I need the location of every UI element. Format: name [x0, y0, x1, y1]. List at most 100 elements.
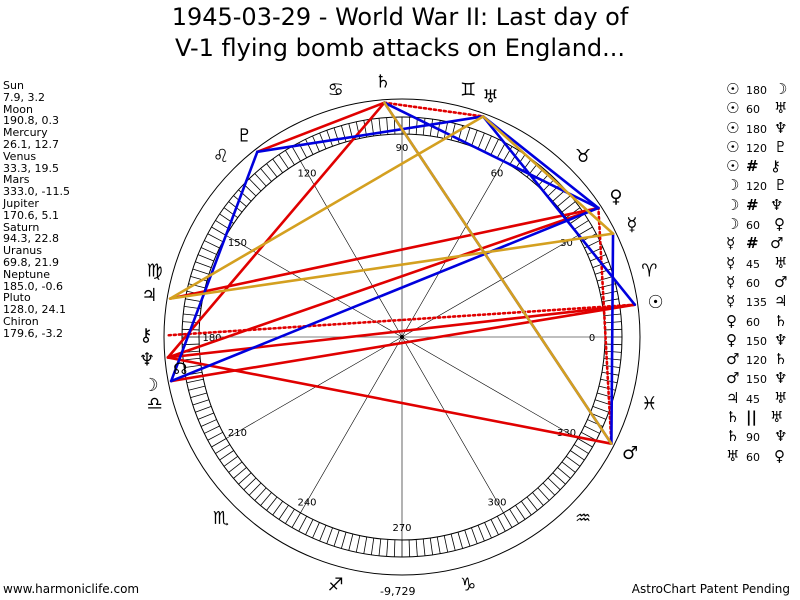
- aspect-body-b-glyph: ♇: [774, 176, 788, 195]
- degree-label: 150: [228, 238, 247, 249]
- degree-tick: [319, 525, 327, 542]
- position-coords: 185.0, -0.6: [3, 279, 63, 293]
- aspect-body-a-glyph: ♄: [726, 408, 740, 427]
- aspect-body-a-glyph: ☿: [726, 234, 736, 253]
- aspect-line: [169, 150, 259, 383]
- degree-tick: [547, 183, 561, 197]
- degree-tick: [520, 500, 532, 516]
- zodiac-sign-glyph: ♑: [460, 574, 476, 595]
- zodiac-sign-glyph: ♊: [460, 80, 476, 101]
- aspect-body-b-glyph: ♂: [770, 234, 784, 253]
- degree-tick: [238, 472, 252, 485]
- degree-tick: [184, 364, 202, 369]
- degree-tick: [254, 173, 267, 187]
- degree-tick: [272, 500, 284, 516]
- planet-glyph: ♅: [482, 87, 498, 108]
- division-spoke: [300, 161, 403, 338]
- degree-tick: [573, 444, 589, 454]
- aspect-body-a-glyph: ♄: [726, 427, 740, 446]
- degree-tick: [291, 512, 301, 528]
- degree-tick: [484, 135, 492, 152]
- chart-title: 1945-03-29 - World War II: Last day of V…: [0, 2, 800, 64]
- aspect-row: ♂ 120 ♄: [726, 350, 794, 369]
- division-spoke: [226, 336, 403, 439]
- degree-label: 210: [228, 428, 247, 439]
- aspect-angle: 60: [746, 276, 760, 290]
- aspect-body-b-glyph: ♄: [774, 311, 788, 330]
- aspect-body-b-glyph: ♆: [774, 369, 788, 388]
- degree-tick: [355, 535, 361, 553]
- aspect-body-a-glyph: ♀: [726, 330, 737, 349]
- degree-tick: [254, 487, 267, 501]
- degree-label: 120: [297, 168, 316, 179]
- degree-tick: [561, 201, 576, 213]
- aspect-row: ☉ 120 ♇: [726, 138, 794, 157]
- aspect-angle: 120: [746, 141, 767, 155]
- degree-tick: [565, 455, 581, 467]
- planet-glyph: ♇: [236, 125, 252, 146]
- degree-tick: [207, 233, 223, 243]
- aspect-row: ☿ # ♂: [726, 234, 794, 253]
- position-coords: 179.6, -3.2: [3, 326, 63, 340]
- position-name: Jupiter: [3, 196, 39, 210]
- aspect-body-b-glyph: ♄: [774, 350, 788, 369]
- outer-ring: [163, 98, 641, 576]
- aspect-body-b-glyph: ☽: [774, 80, 788, 98]
- degree-tick: [378, 538, 382, 556]
- aspect-angle: 45: [746, 257, 760, 271]
- degree-tick: [298, 516, 308, 532]
- aspect-row: ♀ 60 ♄: [726, 312, 794, 331]
- position-coords: 94.3, 22.8: [3, 232, 59, 246]
- aspect-line: [481, 115, 637, 307]
- degree-tick: [197, 412, 214, 420]
- aspect-line: [169, 303, 637, 383]
- position-coords: 33.3, 19.5: [3, 161, 59, 175]
- degree-tick: [509, 508, 519, 524]
- aspect-line: [383, 101, 613, 445]
- aspect-angle: 90: [746, 431, 760, 445]
- division-spoke: [401, 161, 504, 338]
- division-spoke: [401, 336, 578, 439]
- degree-label: 0: [589, 333, 595, 344]
- degree-tick: [272, 158, 284, 174]
- degree-tick: [577, 226, 593, 236]
- degree-tick: [477, 525, 485, 542]
- aspect-body-a-glyph: ☿: [726, 292, 736, 311]
- aspect-body-b-glyph: ♅: [774, 253, 788, 272]
- degree-tick: [186, 378, 204, 384]
- planet-glyph: ♆: [139, 349, 155, 370]
- degree-tick: [204, 425, 220, 434]
- aspect-row: ☉ 180 ♆: [726, 119, 794, 138]
- degree-tick: [415, 539, 418, 557]
- degree-label: 180: [202, 333, 221, 344]
- degree-tick: [561, 461, 576, 473]
- degree-tick: [509, 150, 519, 166]
- degree-tick: [219, 450, 234, 461]
- planet-glyph: ♀: [609, 186, 622, 207]
- position-name: Pluto: [3, 291, 31, 305]
- degree-tick: [207, 431, 223, 441]
- degree-tick: [333, 127, 340, 145]
- degree-tick: [228, 461, 243, 473]
- degree-tick: [484, 522, 492, 539]
- planet-glyph: ♃: [141, 285, 157, 306]
- degree-tick: [542, 482, 556, 496]
- degree-tick: [471, 130, 478, 147]
- degree-tick: [443, 121, 449, 139]
- aspect-type-glyph: ||: [746, 408, 757, 427]
- degree-tick: [557, 195, 571, 207]
- aspect-row: ♅ 60 ♀: [726, 447, 794, 466]
- title-line-2: V-1 flying bomb attacks on England...: [174, 34, 626, 62]
- aspect-body-a-glyph: ☿: [726, 272, 736, 291]
- position-name: Venus: [3, 149, 37, 163]
- aspect-angle: 120: [746, 354, 767, 368]
- aspect-body-b-glyph: ♅: [774, 388, 788, 407]
- aspect-row: ♂ 150 ♆: [726, 369, 794, 388]
- aspect-body-b-glyph: ♅: [770, 408, 784, 427]
- aspect-body-a-glyph: ☽: [726, 176, 740, 195]
- degree-tick: [326, 130, 333, 147]
- degree-tick: [429, 119, 434, 137]
- aspect-body-b-glyph: ♆: [770, 195, 784, 214]
- position-name: Saturn: [3, 220, 40, 234]
